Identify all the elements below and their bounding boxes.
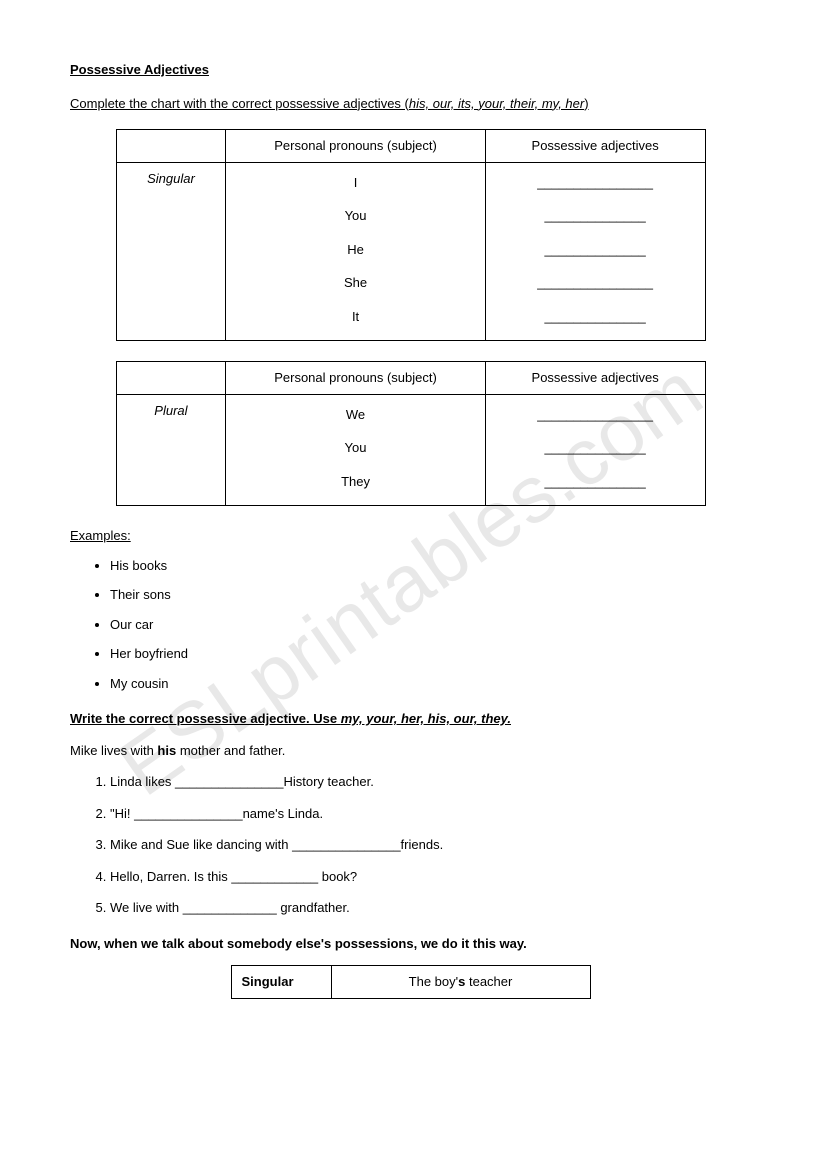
pronoun: I xyxy=(354,173,358,193)
pronoun: He xyxy=(347,240,364,260)
table-header-empty xyxy=(116,130,226,163)
section2-italic: my, your, her, his, our, they. xyxy=(341,711,511,726)
pronoun-cell: I You He She It xyxy=(226,162,485,341)
blank-line[interactable]: ________________ xyxy=(537,273,653,293)
pronoun-cell: We You They xyxy=(226,394,485,506)
blank-cell: ________________ ______________ ________… xyxy=(485,394,705,506)
pronoun: We xyxy=(346,405,365,425)
text-pre: The boy' xyxy=(409,974,458,989)
table-header-possessive: Possessive adjectives xyxy=(485,362,705,395)
section2-pre: Write the correct possessive adjective. … xyxy=(70,711,341,726)
list-item: His books xyxy=(110,556,751,576)
table-row: Singular I You He She It _______________… xyxy=(116,162,705,341)
instruction-line: Complete the chart with the correct poss… xyxy=(70,94,751,114)
examples-heading: Examples: xyxy=(70,526,751,546)
table-header-empty xyxy=(116,362,226,395)
blank-line[interactable]: ______________ xyxy=(545,438,646,458)
section2-heading: Write the correct possessive adjective. … xyxy=(70,709,751,729)
table-plural: Personal pronouns (subject) Possessive a… xyxy=(116,361,706,506)
pronoun: They xyxy=(341,472,370,492)
table-possession: Singular The boy's teacher xyxy=(231,965,591,999)
blank-line[interactable]: ______________ xyxy=(545,472,646,492)
pronoun: She xyxy=(344,273,367,293)
list-item[interactable]: Linda likes _______________History teach… xyxy=(110,772,751,792)
text-post: teacher xyxy=(465,974,512,989)
pronoun: You xyxy=(345,206,367,226)
list-item: Their sons xyxy=(110,585,751,605)
table-header-pronouns: Personal pronouns (subject) xyxy=(226,130,485,163)
list-item[interactable]: We live with _____________ grandfather. xyxy=(110,898,751,918)
list-item[interactable]: Hello, Darren. Is this ____________ book… xyxy=(110,867,751,887)
table-singular: Personal pronouns (subject) Possessive a… xyxy=(116,129,706,341)
list-item: Her boyfriend xyxy=(110,644,751,664)
row-label-plural: Plural xyxy=(116,394,226,506)
instruction-italic: his, our, its, your, their, my, her xyxy=(409,96,584,111)
pronoun: You xyxy=(345,438,367,458)
instruction-post: ) xyxy=(584,96,588,111)
example-pre: Mike lives with xyxy=(70,743,157,758)
examples-list: His books Their sons Our car Her boyfrie… xyxy=(110,556,751,694)
blank-line[interactable]: ________________ xyxy=(537,405,653,425)
table-header-pronouns: Personal pronouns (subject) xyxy=(226,362,485,395)
pronoun: It xyxy=(352,307,359,327)
table-row: Singular The boy's teacher xyxy=(231,966,590,999)
list-item[interactable]: Mike and Sue like dancing with _________… xyxy=(110,835,751,855)
example-bold: his xyxy=(157,743,176,758)
page-title: Possessive Adjectives xyxy=(70,60,751,80)
list-item: My cousin xyxy=(110,674,751,694)
blank-line[interactable]: ______________ xyxy=(545,307,646,327)
example-post: mother and father. xyxy=(176,743,285,758)
blank-line[interactable]: ________________ xyxy=(537,173,653,193)
row-label-singular: Singular xyxy=(116,162,226,341)
instruction-pre: Complete the chart with the correct poss… xyxy=(70,96,409,111)
singular-label: Singular xyxy=(231,966,331,999)
example-sentence: Mike lives with his mother and father. xyxy=(70,741,751,761)
document-content: Possessive Adjectives Complete the chart… xyxy=(70,60,751,999)
table-row: Personal pronouns (subject) Possessive a… xyxy=(116,362,705,395)
table-row: Personal pronouns (subject) Possessive a… xyxy=(116,130,705,163)
list-item: Our car xyxy=(110,615,751,635)
table-row: Plural We You They ________________ ____… xyxy=(116,394,705,506)
blank-line[interactable]: ______________ xyxy=(545,240,646,260)
blank-cell: ________________ ______________ ________… xyxy=(485,162,705,341)
possession-example: The boy's teacher xyxy=(331,966,590,999)
section3-heading: Now, when we talk about somebody else's … xyxy=(70,934,751,954)
list-item[interactable]: "Hi! _______________name's Linda. xyxy=(110,804,751,824)
blank-line[interactable]: ______________ xyxy=(545,206,646,226)
table-header-possessive: Possessive adjectives xyxy=(485,130,705,163)
exercises-list: Linda likes _______________History teach… xyxy=(110,772,751,918)
